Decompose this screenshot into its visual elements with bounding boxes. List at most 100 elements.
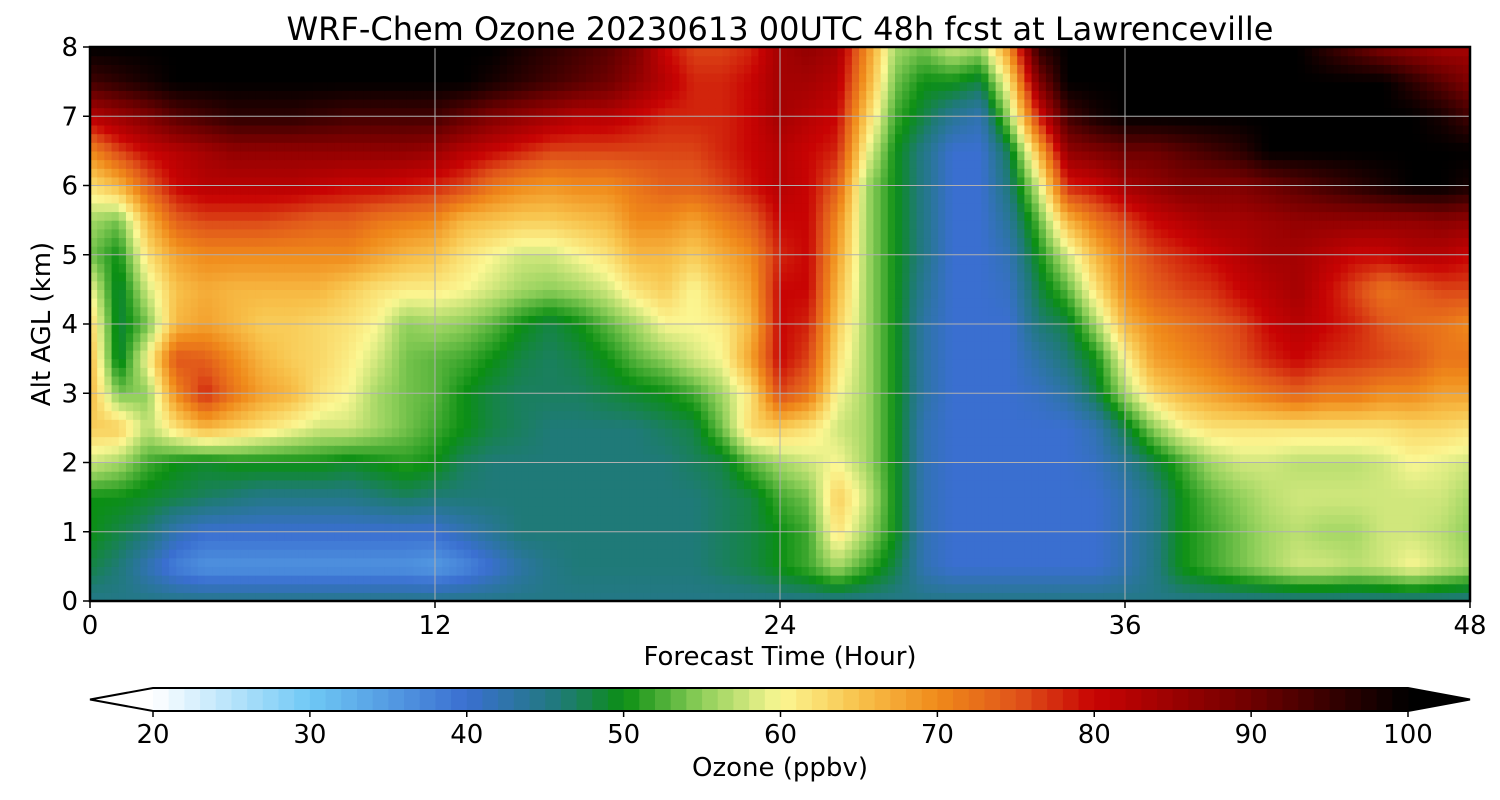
heatmap-cell — [887, 583, 896, 593]
heatmap-cell — [478, 453, 486, 464]
heatmap-cell — [1160, 497, 1169, 507]
heatmap-cell — [722, 462, 731, 472]
heatmap-cell — [1383, 445, 1392, 455]
heatmap-cell — [859, 540, 867, 550]
heatmap-cell — [463, 497, 472, 507]
heatmap-cell — [399, 505, 407, 516]
heatmap-cell — [97, 453, 105, 464]
heatmap-cell — [492, 427, 501, 438]
heatmap-cell — [125, 401, 134, 412]
heatmap-cell — [1211, 540, 1220, 550]
heatmap-cell — [355, 514, 364, 524]
heatmap-cell — [1240, 583, 1248, 593]
heatmap-cell — [1405, 427, 1414, 438]
heatmap-cell — [1326, 557, 1335, 567]
heatmap-cell — [262, 514, 271, 524]
heatmap-cell — [1175, 479, 1184, 490]
heatmap-cell — [1297, 471, 1306, 481]
heatmap-cell — [363, 592, 371, 602]
heatmap-cell — [1146, 505, 1155, 516]
heatmap-cell — [492, 375, 501, 386]
heatmap-cell — [456, 488, 465, 498]
heatmap-cell — [1290, 514, 1299, 524]
heatmap-cell — [1017, 566, 1025, 576]
heatmap-cell — [262, 462, 271, 472]
heatmap-cell — [1261, 531, 1270, 542]
heatmap-cell — [248, 436, 256, 446]
heatmap-cell — [1405, 549, 1414, 559]
heatmap-cell — [823, 471, 831, 481]
heatmap-cell — [787, 479, 795, 490]
heatmap-cell — [212, 557, 220, 567]
heatmap-cell — [916, 401, 925, 412]
heatmap-cell — [708, 436, 716, 446]
heatmap-cell — [341, 453, 350, 464]
heatmap-cell — [1434, 419, 1442, 429]
heatmap-cell — [765, 531, 774, 542]
heatmap-cell — [118, 427, 127, 438]
heatmap-cell — [212, 566, 220, 576]
heatmap-cell — [1160, 488, 1169, 498]
heatmap-cell — [808, 471, 817, 481]
heatmap-cell — [470, 583, 479, 593]
heatmap-cell — [629, 514, 637, 524]
heatmap-cell — [183, 514, 192, 524]
heatmap-cell — [1153, 401, 1162, 412]
heatmap-cell — [851, 557, 860, 567]
heatmap-cell — [772, 384, 781, 394]
heatmap-cell — [830, 462, 839, 472]
heatmap-cell — [291, 462, 300, 472]
heatmap-cell — [715, 505, 724, 516]
heatmap-cell — [1290, 566, 1299, 576]
heatmap-cell — [1038, 531, 1047, 542]
heatmap-cell — [384, 453, 393, 464]
heatmap-cell — [672, 566, 680, 576]
heatmap-cell — [320, 523, 328, 533]
heatmap-cell — [420, 566, 429, 576]
heatmap-cell — [1060, 462, 1069, 472]
heatmap-cell — [226, 471, 235, 481]
heatmap-cell — [808, 393, 817, 403]
heatmap-cell — [1304, 445, 1313, 455]
heatmap-cell — [751, 445, 760, 455]
heatmap-cell — [334, 497, 343, 507]
heatmap-cell — [514, 393, 522, 403]
heatmap-cell — [1081, 575, 1090, 585]
heatmap-cell — [226, 540, 235, 550]
heatmap-cell — [334, 479, 343, 490]
heatmap-cell — [1455, 488, 1464, 498]
heatmap-cell — [593, 375, 601, 386]
heatmap-cell — [111, 393, 120, 403]
heatmap-cell — [1319, 471, 1327, 481]
heatmap-cell — [909, 453, 918, 464]
heatmap-cell — [492, 488, 501, 498]
heatmap-cell — [981, 583, 990, 593]
heatmap-cell — [355, 592, 364, 602]
heatmap-cell — [262, 401, 271, 412]
heatmap-cell — [276, 583, 285, 593]
heatmap-cell — [499, 462, 508, 472]
heatmap-cell — [751, 540, 760, 550]
heatmap-cell — [1326, 410, 1335, 420]
heatmap-cell — [463, 393, 472, 403]
heatmap-cell — [1110, 540, 1119, 550]
heatmap-cell — [1434, 375, 1442, 386]
heatmap-cell — [1326, 497, 1335, 507]
heatmap-cell — [1304, 375, 1313, 386]
heatmap-cell — [693, 445, 702, 455]
heatmap-cell — [1074, 505, 1083, 516]
heatmap-cell — [643, 462, 652, 472]
heatmap-cell — [535, 384, 544, 394]
heatmap-cell — [571, 523, 580, 533]
heatmap-cell — [564, 531, 573, 542]
heatmap-cell — [1319, 523, 1327, 533]
heatmap-cell — [744, 393, 752, 403]
heatmap-cell — [1211, 427, 1220, 438]
heatmap-cell — [629, 419, 637, 429]
heatmap-cell — [578, 497, 587, 507]
heatmap-cell — [269, 479, 278, 490]
heatmap-cell — [470, 462, 479, 472]
heatmap-cell — [291, 488, 300, 498]
heatmap-cell — [995, 445, 1004, 455]
heatmap-cell — [1247, 427, 1255, 438]
